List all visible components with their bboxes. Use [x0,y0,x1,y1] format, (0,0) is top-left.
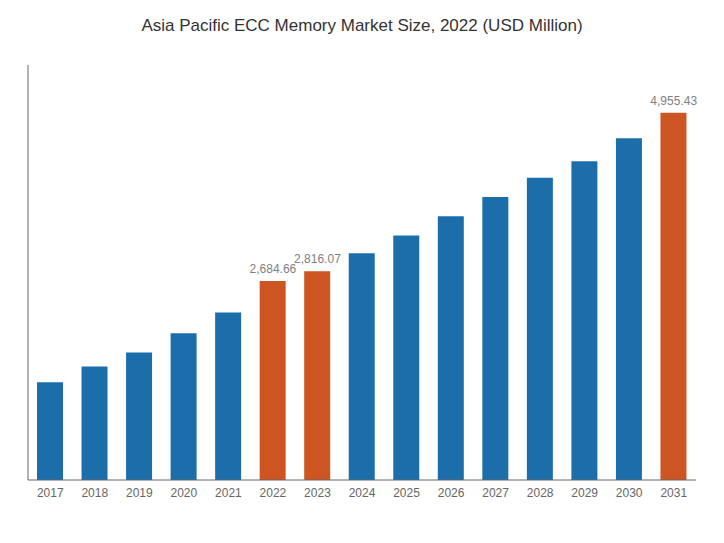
svg-text:2,816.07: 2,816.07 [294,252,341,266]
svg-text:2030: 2030 [616,486,643,500]
svg-text:4,955.43: 4,955.43 [650,94,697,108]
svg-text:2020: 2020 [171,486,198,500]
svg-text:2019: 2019 [126,486,153,500]
svg-text:2031: 2031 [660,486,687,500]
html-text:Asia Pacific ECC Memory Market: Asia Pacific ECC Memory Market Size, 202… [141,16,583,35]
svg-text:2018: 2018 [81,486,108,500]
svg-text:2029: 2029 [571,486,598,500]
svg-text:2026: 2026 [438,486,465,500]
svg-text:2021: 2021 [215,486,242,500]
svg-text:2023: 2023 [304,486,331,500]
svg-text:2024: 2024 [349,486,376,500]
svg-text:2025: 2025 [393,486,420,500]
svg-text:2027: 2027 [482,486,509,500]
svg-text:2017: 2017 [37,486,64,500]
svg-text:2,684.66: 2,684.66 [250,262,297,276]
svg-text:2028: 2028 [527,486,554,500]
svg-text:2022: 2022 [260,486,287,500]
